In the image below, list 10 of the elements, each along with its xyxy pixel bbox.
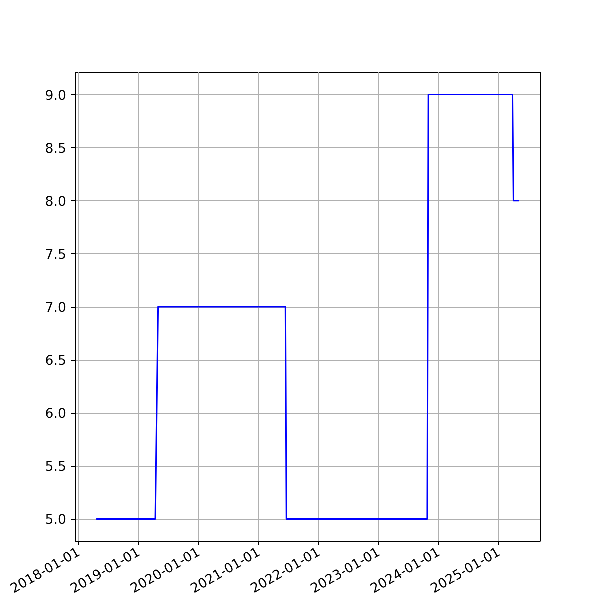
y-tick-label: 6.0 [45, 407, 67, 422]
y-tick-label: 8.0 [45, 194, 67, 210]
y-tick-label: 8.5 [45, 142, 67, 157]
y-tick-label: 7.0 [45, 301, 67, 316]
y-tick-label: 5.5 [45, 460, 67, 476]
y-tick-label: 9.0 [45, 88, 67, 104]
line-series [96, 94, 520, 520]
y-tick-label: 5.0 [45, 513, 67, 528]
y-tick-label: 7.5 [45, 248, 67, 263]
y-tick-label: 6.5 [45, 354, 67, 370]
